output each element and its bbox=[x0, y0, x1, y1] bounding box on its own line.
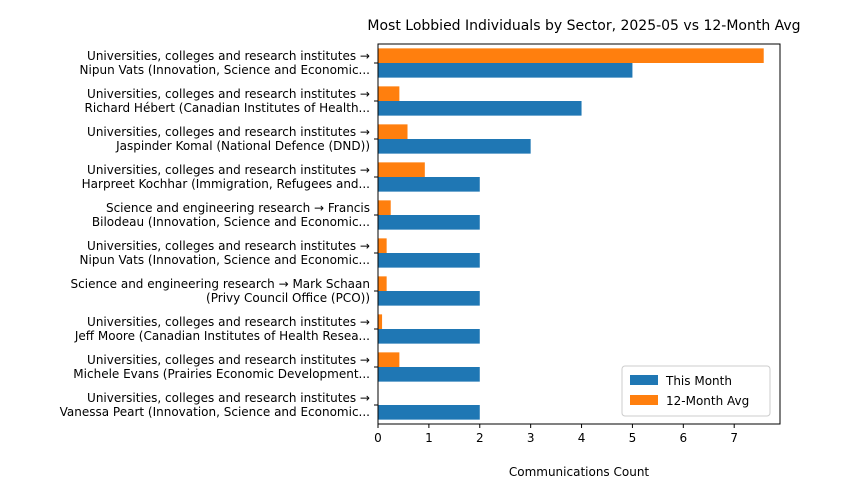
y-tick-label: Universities, colleges and research inst… bbox=[80, 239, 370, 267]
y-tick-label-line: Universities, colleges and research inst… bbox=[87, 353, 370, 367]
bar-12-month-avg bbox=[378, 200, 391, 215]
bar-this-month bbox=[378, 215, 480, 230]
y-tick-label: Universities, colleges and research inst… bbox=[73, 353, 370, 381]
bar-12-month-avg bbox=[378, 276, 387, 291]
bar-this-month bbox=[378, 139, 531, 154]
bars-group bbox=[378, 48, 764, 420]
y-tick-label-line: Jaspinder Komal (National Defence (DND)) bbox=[115, 139, 370, 153]
x-tick-label: 6 bbox=[679, 431, 687, 445]
y-tick-label-line: Richard Hébert (Canadian Institutes of H… bbox=[85, 101, 370, 115]
y-tick-label-line: Science and engineering research → Mark … bbox=[71, 277, 370, 291]
legend-label: This Month bbox=[665, 374, 732, 388]
y-tick-label-line: Michele Evans (Prairies Economic Develop… bbox=[73, 367, 370, 381]
y-tick-label-line: Nipun Vats (Innovation, Science and Econ… bbox=[80, 253, 370, 267]
x-axis-label: Communications Count bbox=[509, 465, 650, 479]
bar-this-month bbox=[378, 253, 480, 268]
legend-swatch bbox=[630, 395, 658, 405]
plot-frame bbox=[377, 43, 781, 425]
y-tick-label: Universities, colleges and research inst… bbox=[80, 49, 370, 77]
y-tick-label: Universities, colleges and research inst… bbox=[74, 315, 370, 343]
y-tick-label-line: Universities, colleges and research inst… bbox=[87, 87, 370, 101]
y-tick-label-line: Universities, colleges and research inst… bbox=[87, 49, 370, 63]
x-tick-label: 2 bbox=[476, 431, 484, 445]
y-tick-label-line: Nipun Vats (Innovation, Science and Econ… bbox=[80, 63, 370, 77]
bar-12-month-avg bbox=[378, 124, 408, 139]
legend: This Month 12-Month Avg bbox=[621, 365, 771, 417]
bar-this-month bbox=[378, 291, 480, 306]
y-tick-label: Science and engineering research → Franc… bbox=[92, 201, 370, 229]
x-tick-label: 3 bbox=[527, 431, 535, 445]
y-tick-label: Universities, colleges and research inst… bbox=[60, 391, 370, 419]
y-tick-label-line: Universities, colleges and research inst… bbox=[87, 391, 370, 405]
y-tick-label-line: Bilodeau (Innovation, Science and Econom… bbox=[92, 215, 370, 229]
legend-box bbox=[621, 365, 771, 417]
y-axis-ticks: Universities, colleges and research inst… bbox=[60, 49, 378, 419]
x-tick-label: 1 bbox=[425, 431, 433, 445]
x-tick-label: 5 bbox=[629, 431, 637, 445]
y-tick-label-line: Universities, colleges and research inst… bbox=[87, 315, 370, 329]
y-tick-label-line: Science and engineering research → Franc… bbox=[106, 201, 370, 215]
x-axis-ticks: 0 1 2 3 4 5 6 7 bbox=[374, 424, 738, 445]
y-tick-label: Universities, colleges and research inst… bbox=[85, 87, 370, 115]
bar-12-month-avg bbox=[378, 86, 400, 101]
x-tick-label: 0 bbox=[374, 431, 382, 445]
y-tick-label-line: Jeff Moore (Canadian Institutes of Healt… bbox=[74, 329, 370, 343]
bar-this-month bbox=[378, 405, 480, 420]
y-tick-label-line: (Privy Council Office (PCO)) bbox=[206, 291, 370, 305]
x-tick-label: 4 bbox=[578, 431, 586, 445]
bar-this-month bbox=[378, 101, 582, 116]
y-tick-label-line: Universities, colleges and research inst… bbox=[87, 239, 370, 253]
bar-12-month-avg bbox=[378, 314, 383, 329]
y-tick-label: Universities, colleges and research inst… bbox=[82, 163, 370, 191]
y-tick-label-line: Vanessa Peart (Innovation, Science and E… bbox=[60, 405, 370, 419]
bar-12-month-avg bbox=[378, 162, 425, 177]
bar-this-month bbox=[378, 367, 480, 382]
bar-12-month-avg bbox=[378, 238, 387, 253]
legend-label: 12-Month Avg bbox=[666, 394, 749, 408]
legend-swatch bbox=[630, 375, 658, 385]
bar-this-month bbox=[378, 329, 480, 344]
bar-12-month-avg bbox=[378, 352, 400, 367]
bar-this-month bbox=[378, 177, 480, 192]
y-tick-label: Universities, colleges and research inst… bbox=[87, 125, 370, 153]
y-tick-label-line: Harpreet Kochhar (Immigration, Refugees … bbox=[82, 177, 370, 191]
y-tick-label-line: Universities, colleges and research inst… bbox=[87, 163, 370, 177]
y-tick-label-line: Universities, colleges and research inst… bbox=[87, 125, 370, 139]
chart-title: Most Lobbied Individuals by Sector, 2025… bbox=[367, 18, 800, 34]
x-tick-label: 7 bbox=[730, 431, 738, 445]
y-tick-label: Science and engineering research → Mark … bbox=[71, 277, 370, 305]
bar-this-month bbox=[378, 63, 633, 78]
bar-12-month-avg bbox=[378, 48, 764, 63]
